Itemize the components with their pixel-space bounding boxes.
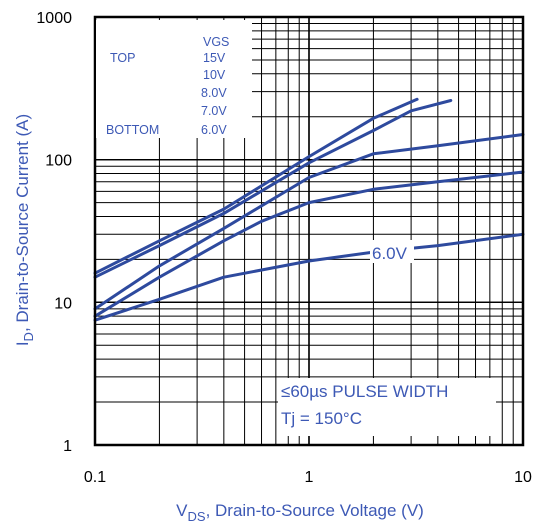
legend-header: VGS	[203, 35, 229, 49]
y-tick-label: 10	[54, 295, 72, 312]
y-axis-title-main: I	[13, 341, 32, 346]
legend-entry: 6.0V	[201, 123, 227, 137]
curve-label-box	[370, 240, 414, 263]
x-axis-title-sub: DS	[188, 509, 206, 524]
legend-bottom-label: BOTTOM	[106, 123, 159, 137]
x-axis-title-main: V	[176, 501, 188, 520]
x-tick-label: 10	[514, 469, 532, 486]
chart-grid	[94, 16, 524, 446]
y-tick-label: 1	[63, 438, 72, 455]
series-line-7-0v	[93, 170, 525, 318]
y-tick-label: 100	[45, 153, 72, 170]
legend-box	[96, 20, 252, 138]
legend-entry: 7.0V	[201, 104, 227, 118]
x-tick-label: 0.1	[84, 469, 106, 486]
x-axis-title: VDS, Drain-to-Source Voltage (V)	[176, 501, 424, 524]
series-line-15v	[93, 97, 419, 275]
x-axis-title-rest: , Drain-to-Source Voltage (V)	[206, 501, 424, 520]
temperature-note: Tj = 150°C	[281, 409, 362, 428]
y-axis-title: ID, Drain-to-Source Current (A)	[13, 114, 36, 346]
pulse-width-note: ≤60µs PULSE WIDTH	[281, 382, 448, 401]
chart-series-group	[93, 97, 525, 322]
y-tick-label: 1000	[36, 10, 72, 27]
x-tick-label: 1	[305, 469, 314, 486]
legend-entry: 15V	[203, 51, 226, 65]
plot-frame	[93, 15, 525, 447]
legend-top-label: TOP	[110, 51, 135, 65]
series-line-8-0v	[93, 133, 525, 311]
series-line-10v	[93, 99, 453, 279]
legend-entry: 8.0V	[201, 86, 227, 100]
curve-label-6v: 6.0V	[372, 244, 408, 263]
y-axis-title-rest: , Drain-to-Source Current (A)	[13, 114, 32, 332]
legend-entry: 10V	[203, 68, 226, 82]
tick-labels: 0.1 1 10 1 10 100 1000	[36, 10, 532, 486]
y-axis-title-sub: D	[21, 332, 36, 341]
annotation-box	[278, 378, 496, 436]
series-line-6-0v	[93, 232, 525, 322]
